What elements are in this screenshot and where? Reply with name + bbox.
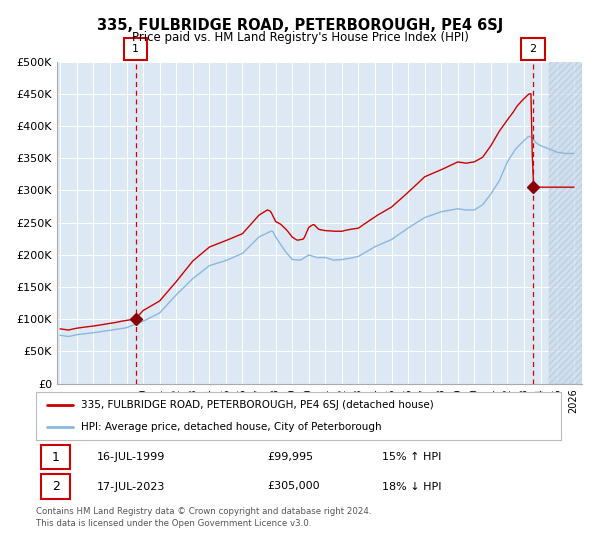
Text: 2: 2 (529, 44, 536, 54)
FancyBboxPatch shape (41, 445, 70, 469)
Text: 1: 1 (132, 44, 139, 54)
Text: 1: 1 (52, 451, 59, 464)
Text: 18% ↓ HPI: 18% ↓ HPI (383, 482, 442, 492)
Text: Price paid vs. HM Land Registry's House Price Index (HPI): Price paid vs. HM Land Registry's House … (131, 31, 469, 44)
FancyBboxPatch shape (41, 474, 70, 499)
FancyBboxPatch shape (521, 38, 545, 60)
Text: 2: 2 (52, 480, 59, 493)
Text: 335, FULBRIDGE ROAD, PETERBOROUGH, PE4 6SJ (detached house): 335, FULBRIDGE ROAD, PETERBOROUGH, PE4 6… (80, 400, 433, 410)
Text: 15% ↑ HPI: 15% ↑ HPI (383, 452, 442, 462)
Text: Contains HM Land Registry data © Crown copyright and database right 2024.
This d: Contains HM Land Registry data © Crown c… (36, 507, 371, 528)
FancyBboxPatch shape (124, 38, 147, 60)
Text: £99,995: £99,995 (267, 452, 313, 462)
Text: £305,000: £305,000 (267, 482, 320, 492)
Text: HPI: Average price, detached house, City of Peterborough: HPI: Average price, detached house, City… (80, 422, 381, 432)
Text: 335, FULBRIDGE ROAD, PETERBOROUGH, PE4 6SJ: 335, FULBRIDGE ROAD, PETERBOROUGH, PE4 6… (97, 18, 503, 33)
Bar (549, 62, 582, 384)
Text: 16-JUL-1999: 16-JUL-1999 (97, 452, 165, 462)
Text: 17-JUL-2023: 17-JUL-2023 (97, 482, 165, 492)
